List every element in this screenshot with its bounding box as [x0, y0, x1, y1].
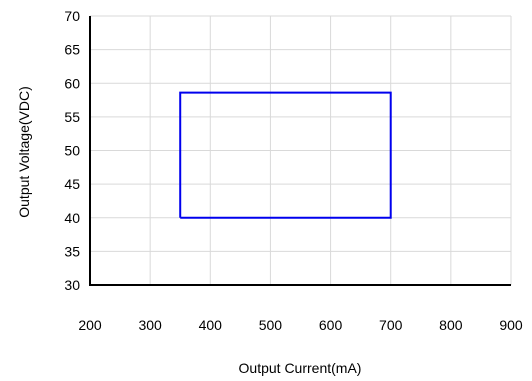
x-axis-label: Output Current(mA)	[239, 360, 362, 376]
y-tick-label-50: 50	[64, 143, 80, 159]
tick-labels: 30 35 40 45 50 55 60 65 70 200 300 400 500 600 700 800 9…	[64, 8, 522, 333]
x-tick-label-200: 200	[78, 317, 102, 333]
grid	[90, 15, 512, 285]
plot-area	[179, 91, 392, 219]
x-tick-label-700: 700	[379, 317, 403, 333]
y-tick-label-55: 55	[64, 109, 80, 125]
x-tick-label-400: 400	[199, 317, 223, 333]
y-tick-label-45: 45	[64, 176, 80, 192]
x-tick-label-900: 900	[499, 317, 523, 333]
x-tick-label-500: 500	[259, 317, 283, 333]
y-tick-label-65: 65	[64, 42, 80, 58]
y-tick-label-35: 35	[64, 243, 80, 259]
x-tick-label-600: 600	[319, 317, 343, 333]
axes	[89, 16, 511, 286]
y-tick-label-60: 60	[64, 75, 80, 91]
y-axis-label: Output Voltage(VDC)	[16, 86, 32, 218]
y-tick-label-30: 30	[64, 277, 80, 293]
y-tick-label-40: 40	[64, 210, 80, 226]
series-0-line	[179, 91, 392, 219]
y-tick-label-70: 70	[64, 8, 80, 24]
x-tick-label-800: 800	[439, 317, 463, 333]
x-tick-label-300: 300	[138, 317, 162, 333]
